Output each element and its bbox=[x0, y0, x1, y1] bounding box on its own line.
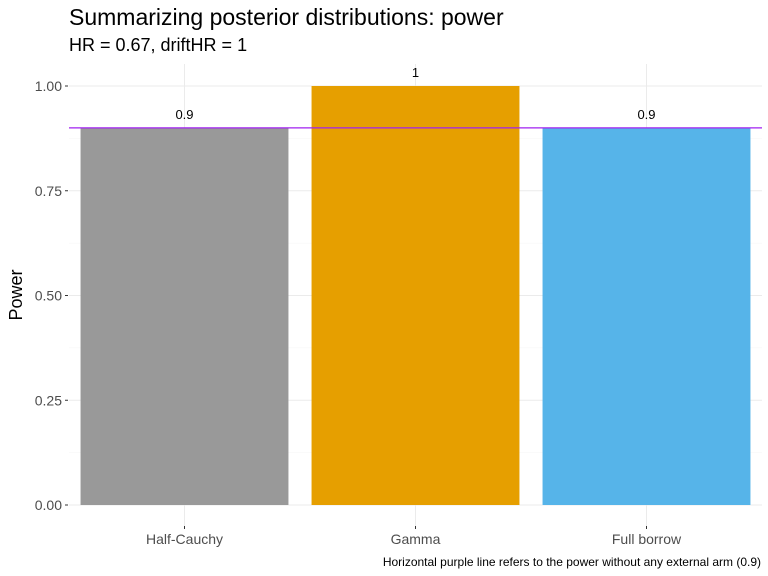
y-tick-label: 0.00 bbox=[35, 497, 62, 513]
bars bbox=[80, 86, 751, 506]
data-label: 1 bbox=[412, 65, 419, 80]
bar-gamma bbox=[311, 86, 520, 505]
data-labels: 0.9 1 0.9 bbox=[175, 65, 655, 122]
bar-half-cauchy bbox=[80, 127, 289, 506]
y-tick-label: 1.00 bbox=[35, 78, 62, 94]
y-tick-label: 0.75 bbox=[35, 183, 62, 199]
chart-subtitle: HR = 0.67, driftHR = 1 bbox=[69, 35, 248, 55]
y-axis: 0.00 0.25 0.50 0.75 1.00 bbox=[35, 78, 68, 513]
chart-title: Summarizing posterior distributions: pow… bbox=[69, 4, 504, 30]
data-label: 0.9 bbox=[637, 107, 655, 122]
x-tick-label: Half-Cauchy bbox=[146, 531, 223, 547]
x-axis: Half-Cauchy Gamma Full borrow bbox=[146, 526, 682, 547]
bar-full-borrow bbox=[542, 127, 751, 506]
y-tick-label: 0.25 bbox=[35, 392, 62, 408]
y-tick-label: 0.50 bbox=[35, 288, 62, 304]
chart-caption: Horizontal purple line refers to the pow… bbox=[382, 555, 761, 569]
x-tick-label: Gamma bbox=[391, 531, 441, 547]
data-label: 0.9 bbox=[175, 107, 193, 122]
x-tick-label: Full borrow bbox=[612, 531, 682, 547]
y-axis-title: Power bbox=[6, 269, 26, 320]
